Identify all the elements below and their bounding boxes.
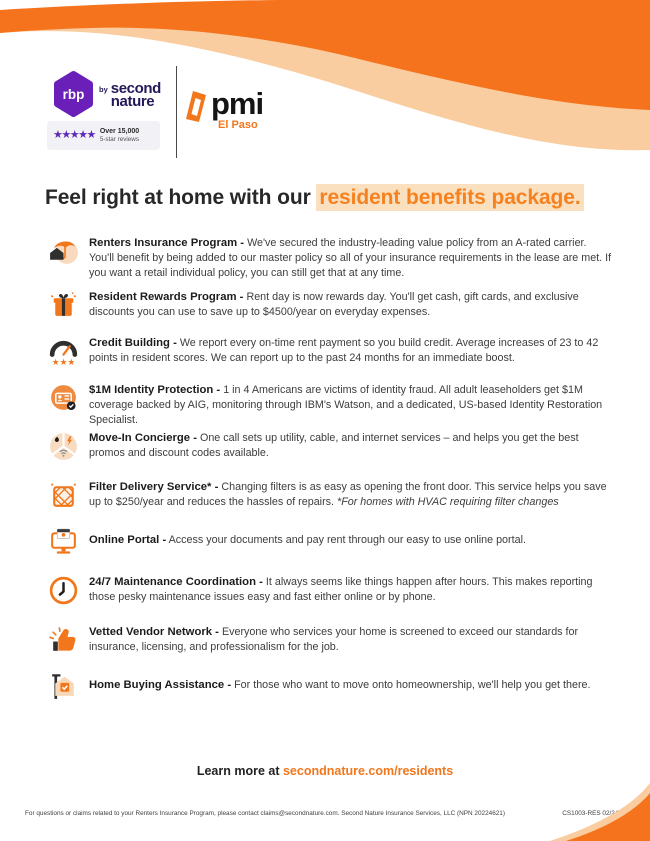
benefit-title: Home Buying Assistance - [89,679,232,691]
doc-code: CS1003-RES 02/24 V1 [562,810,628,817]
benefit-renters-insurance: Renters Insurance Program - We've secure… [46,236,614,281]
learn-more-link[interactable]: secondnature.com/residents [282,764,454,778]
benefit-title: $1M Identity Protection - [89,384,221,396]
benefit-vetted-vendor-network: Vetted Vendor Network - Everyone who ser… [46,625,614,655]
page-title: Feel right at home with our resident ben… [45,183,620,213]
svg-text:★★★: ★★★ [52,358,76,368]
benefit-description: Changing filters is as easy as opening t… [89,481,607,508]
brand-line2: nature [110,93,155,110]
benefit-description: Access your documents and pay rent throu… [168,534,526,546]
benefit-identity-protection: $1M Identity Protection - 1 in 4 America… [46,383,614,428]
pmi-logo: pmi El Paso [184,86,264,131]
thumbs-up-icon [49,627,76,651]
benefit-title: Renters Insurance Program - [89,237,245,249]
benefit-home-buying: Home Buying Assistance - For those who w… [46,674,614,699]
benefit-filter-delivery: Filter Delivery Service* - Changing filt… [46,480,614,510]
top-wave-decoration [0,0,650,151]
renters-insurance-icon [50,241,78,264]
benefit-resident-rewards: Resident Rewards Program - Rent day is n… [46,290,614,320]
reviews-label: 5-star reviews [99,135,140,143]
identity-protection-icon [51,385,76,411]
reviews-badge: ★★★★★ Over 15,000 5-star reviews [47,121,160,150]
reviews-count: Over 15,000 [99,127,140,135]
heading-highlight: resident benefits package. [316,184,584,211]
rbp-logo: rbp [54,71,93,117]
benefit-credit-building: ★★★ Credit Building - We report every on… [46,336,614,368]
five-stars-icon: ★★★★★ [53,129,96,141]
learn-more-prefix: Learn more at [196,764,280,778]
move-in-concierge-icon [50,433,77,460]
pmi-flag-icon [186,91,206,122]
benefit-title: Filter Delivery Service* - [89,481,219,493]
maintenance-clock-icon [49,576,78,605]
benefit-description: Rent day is now rewards day. You'll get … [89,291,579,318]
learn-more-line: Learn more at secondnature.com/residents [0,764,650,778]
credit-gauge-icon: ★★★ [49,341,78,368]
benefit-title: Move-In Concierge - [89,432,197,444]
benefit-description: It always seems like things happen after… [89,576,593,603]
benefit-description: One call sets up utility, cable, and int… [89,432,579,459]
by-label: by [99,85,108,94]
svg-text:rbp: rbp [63,87,85,102]
benefit-description: We've secured the industry-leading value… [89,237,612,279]
gift-icon [51,292,76,316]
online-portal-icon [51,528,76,554]
bottom-swoosh-decoration [550,783,650,841]
home-buying-icon [52,674,74,699]
second-nature-wordmark: by second nature [99,80,162,110]
benefit-title: Resident Rewards Program - [89,291,244,303]
benefit-maintenance-coordination: 24/7 Maintenance Coordination - It alway… [46,575,614,605]
fine-print-row: For questions or claims related to your … [0,810,650,817]
benefit-description: For those who want to move onto homeowne… [234,679,591,691]
benefit-title: 24/7 Maintenance Coordination - [89,576,263,588]
heading-prefix: Feel right at home with our [45,186,311,209]
filter-delivery-icon [51,483,76,507]
benefit-title: Vetted Vendor Network - [89,626,219,638]
benefit-description: 1 in 4 Americans are victims of identity… [89,384,603,426]
logo-divider [176,66,177,158]
benefit-online-portal: Online Portal - Access your documents an… [46,528,614,554]
benefit-description: Everyone who services your home is scree… [89,626,579,653]
benefit-description: We report every on-time rent payment so … [89,337,599,364]
fine-print-text: For questions or claims related to your … [25,810,505,817]
benefit-title: Online Portal - [89,534,167,546]
pmi-location: El Paso [218,119,258,131]
benefit-title: Credit Building - [89,337,177,349]
brand-line1: second [110,80,162,97]
pmi-name: pmi [211,86,264,121]
benefit-move-in-concierge: Move-In Concierge - One call sets up uti… [46,431,614,461]
benefit-note: *For homes with HVAC requiring filter ch… [337,496,559,508]
